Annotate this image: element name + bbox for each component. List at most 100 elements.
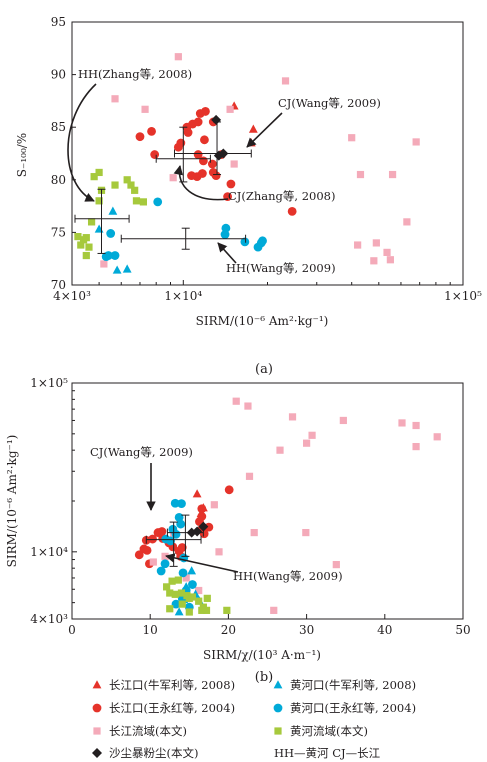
panel-a-caption: (a)	[255, 362, 273, 377]
point-hh_basin-1	[174, 576, 182, 584]
point-cj_wang-9	[183, 128, 193, 137]
point-hh_basin-10	[87, 218, 96, 226]
point-hh_wang-3	[176, 519, 186, 529]
point-cj_wang-20	[226, 179, 236, 189]
point-cj_basin-1	[111, 95, 119, 103]
point-cj_wang-13	[177, 543, 187, 552]
point-hh_niu-2	[122, 264, 132, 273]
point-cj_basin-20	[161, 552, 169, 560]
x-tick-label-b-20: 20	[221, 623, 236, 637]
point-hh_wang-2	[101, 252, 111, 261]
point-hh_basin-16	[166, 605, 174, 613]
x-axis-label-a: SIRM/(10⁻⁶ Am²·kg⁻¹)	[196, 314, 329, 328]
y-tick-label-b: 1×10⁴	[30, 545, 68, 559]
legend-label-cj_wang: 长江口(王永红等, 2004)	[109, 701, 235, 715]
x-axis-label-b: SIRM/χ/(10³ A·m⁻¹)	[203, 648, 321, 662]
point-cj_wang-3	[142, 545, 152, 555]
legend-label-cj_dust: 沙尘暴粉尘(本文)	[109, 746, 198, 760]
annotation-cj-zhang-2008-a: CJ(Zhang等, 2008)	[228, 189, 335, 203]
point-cj_basin-2	[141, 105, 149, 113]
point-hh_basin-8	[188, 593, 197, 601]
point-cj_basin-7	[412, 138, 420, 146]
point-cj_basin-8	[356, 170, 365, 179]
point-hh_basin-9	[195, 597, 203, 605]
y-axis-label-b: SIRM/(10⁻⁶ Am²·kg⁻¹)	[5, 435, 19, 568]
error-bar-hh_err_a	[120, 227, 247, 250]
legend-marker-hh_wang	[273, 703, 283, 713]
point-cj_basin-19	[182, 574, 190, 582]
point-hh_basin-2	[163, 583, 171, 591]
point-cj_wang-0	[135, 132, 145, 142]
point-hh_wang-11	[178, 568, 188, 578]
point-cj_basin-5	[230, 160, 238, 168]
point-cj_basin-14	[250, 528, 258, 537]
point-hh_basin-5	[127, 181, 135, 189]
legend-label-cj_basin: 长江流域(本文)	[109, 724, 187, 738]
point-cj_basin-21	[149, 558, 157, 566]
point-cj_basin-6	[348, 134, 356, 142]
arrow-hh-zhang-a	[67, 83, 97, 202]
point-cj_wang-12	[193, 150, 203, 159]
point-hh_niu-0	[174, 607, 184, 616]
y-tick-label-a-85: 85	[51, 120, 66, 134]
point-cj_basin-0	[174, 53, 182, 61]
legend-marker-hh_niu	[273, 680, 283, 689]
point-cj_niu-0	[192, 489, 202, 498]
x-tick-label-b-40: 40	[377, 623, 392, 637]
point-cj_basin-2	[288, 413, 297, 421]
plot-frame-a	[71, 21, 464, 286]
legend-item-hh_wang: 黄河口(王永红等, 2004)	[273, 701, 416, 715]
point-hh_basin-11	[74, 233, 82, 241]
legend-item-cj_dust: 沙尘暴粉尘(本文)	[92, 746, 198, 760]
point-cj_wang-4	[134, 550, 144, 560]
point-hh_basin-15	[82, 251, 90, 260]
point-cj_basin-13	[383, 248, 391, 256]
y-tick-label-b: 1×10⁵	[30, 376, 68, 390]
point-cj_basin-4	[281, 77, 290, 85]
point-hh_niu-0	[94, 224, 104, 233]
legend-marker-cj_basin	[93, 727, 101, 735]
point-cj_wang-19	[224, 485, 234, 495]
point-cj_basin-1	[244, 402, 252, 410]
error-bar-hh_lit_a	[74, 188, 130, 254]
x-tick-label-b-0: 0	[68, 623, 76, 637]
point-hh_basin-3	[111, 181, 119, 189]
legend-marker-cj_wang	[92, 703, 102, 713]
point-hh_wang-12	[171, 599, 181, 609]
point-cj_basin-11	[354, 241, 362, 249]
point-hh_basin-16	[82, 234, 90, 242]
arrow-hh-wang-a	[217, 242, 237, 264]
point-cj_wang-22	[287, 206, 297, 216]
annotation-hh-zhang-2008-a: HH(Zhang等, 2008)	[78, 67, 192, 81]
point-cj_wang-18	[197, 512, 207, 521]
series-hh_wang	[101, 197, 267, 261]
point-cj_basin-15	[302, 528, 310, 537]
point-cj_wang-7	[201, 107, 210, 116]
point-cj_wang-13	[199, 156, 208, 166]
series-hh_niu	[94, 206, 132, 274]
annotation-hh-wang-2009-a: HH(Wang等, 2009)	[226, 261, 336, 275]
series-hh_basin	[163, 576, 231, 616]
point-hh_niu-1	[112, 265, 122, 274]
point-hh_basin-14	[85, 243, 93, 251]
legend-item-cj_basin: 长江流域(本文)	[93, 724, 187, 738]
point-hh_wang-1	[110, 251, 120, 260]
point-hh_basin-0	[168, 577, 176, 585]
y-axis-label-a: S₋₁₀₀/%	[15, 133, 29, 177]
point-hh_basin-7	[132, 197, 141, 205]
point-cj_basin-5	[303, 439, 311, 447]
point-cj_wang-19	[187, 171, 196, 180]
point-cj_basin-4	[308, 431, 316, 439]
error-bar-cj_err_a	[173, 121, 252, 176]
arrow-cj-zhang-a	[173, 165, 229, 201]
point-cj_wang-20	[197, 504, 207, 514]
point-cj_basin-3	[226, 105, 234, 113]
point-cj_wang-11	[176, 138, 186, 148]
point-hh_basin-3	[166, 589, 174, 597]
point-cj_dust-2	[198, 521, 209, 532]
point-hh_niu-4	[187, 566, 197, 575]
point-cj_basin-10	[403, 218, 411, 226]
legend-item-hh_niu: 黄河口(牛军利等, 2008)	[273, 678, 416, 692]
point-cj_basin-12	[372, 239, 380, 247]
y-tick-label-a-80: 80	[51, 173, 66, 187]
